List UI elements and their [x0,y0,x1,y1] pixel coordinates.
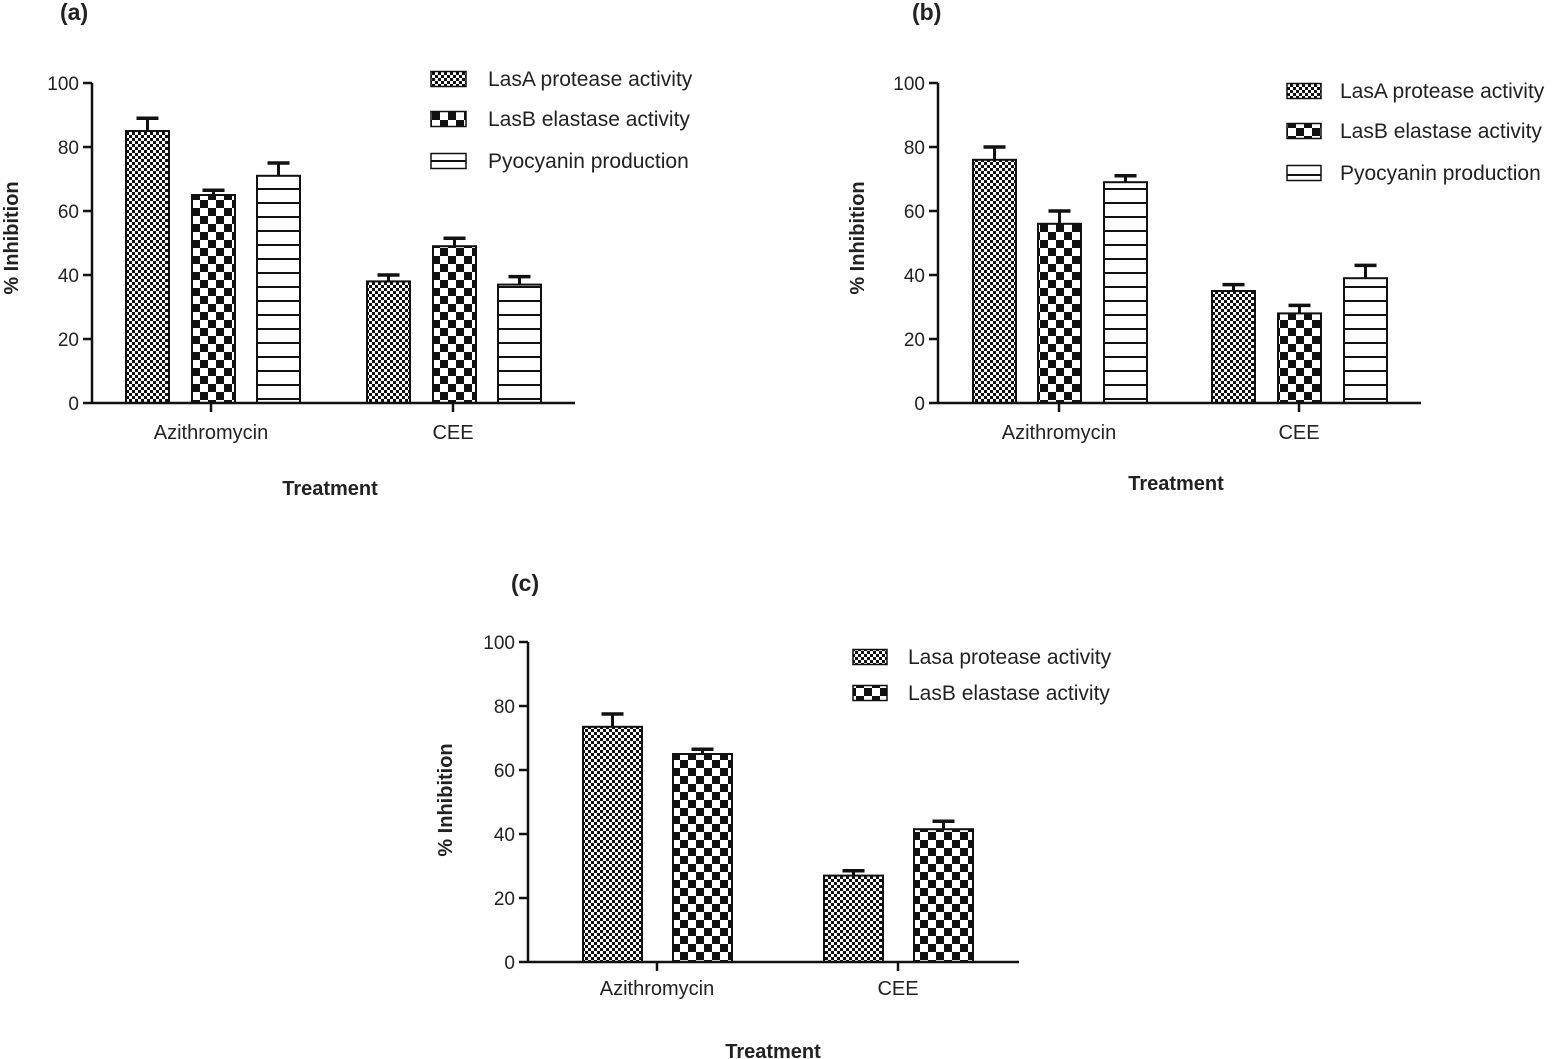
y-tick-label: 100 [47,74,79,95]
x-axis-title: Treatment [1128,473,1224,495]
y-tick-label: 20 [904,330,925,351]
x-category-label: Azithromycin [600,978,714,1000]
y-tick-label: 0 [68,394,79,415]
legend: Lasa protease activity LasB elastase acti… [852,646,1112,705]
legend-label: Pyocyanin production [1340,162,1541,185]
panel-label: (c) [511,570,539,596]
y-tick-label: 20 [494,889,515,910]
legend-label: LasB elastase activity [1340,120,1542,143]
bar [1211,290,1256,404]
y-axis: 0 20 40 60 80 100 [47,74,94,415]
x-axis: Azithromycin CEE [938,401,1421,444]
bar [1103,181,1148,404]
legend-label: LasA protease activity [1340,80,1545,103]
x-category-label: CEE [1278,422,1319,444]
bar [1037,222,1082,404]
y-tick-label: 100 [893,74,925,95]
legend-swatch [430,110,467,128]
bar [191,194,236,404]
bar [582,725,643,963]
bar [823,874,884,963]
y-axis-title: % Inhibition [847,181,869,294]
chart-panel-b: (b) % Inhibition Treatment 020406080100 … [847,0,1545,495]
y-tick-label: 20 [58,330,79,351]
legend-swatch [430,152,467,170]
y-tick-label: 60 [58,202,79,223]
bar [672,753,733,963]
legend-label: LasB elastase activity [908,682,1110,705]
legend: LasA protease activity LasB elastase acti… [1286,80,1545,185]
x-category-label: Azithromycin [1002,422,1116,444]
chart-panel-a: (a) % Inhibition Treatment 020406080100 … [1,0,693,500]
legend-label: LasA protease activity [488,68,693,91]
x-category-label: CEE [877,978,918,1000]
bar [1343,277,1388,405]
y-tick-label: 80 [58,138,79,159]
legend-label: Pyocyanin production [488,150,689,173]
legend-label: Lasa protease activity [908,646,1112,669]
y-tick-label: 60 [494,761,515,782]
panel-label: (b) [912,0,941,25]
y-axis-title: % Inhibition [1,181,23,294]
bars [582,712,974,964]
y-tick-label: 60 [904,202,925,223]
bar [432,245,477,404]
bars [972,145,1388,405]
bar [366,280,411,404]
y-tick-label: 0 [914,394,925,415]
y-tick-label: 80 [904,138,925,159]
y-axis: 0 20 40 60 80 100 [893,74,940,415]
legend: LasA protease activity LasB elastase acti… [430,68,693,173]
legend-swatch [852,684,888,702]
y-tick-label: 40 [904,266,925,287]
panel-label: (a) [60,0,88,25]
bar [913,828,974,964]
bars [125,116,542,405]
y-tick-label: 40 [494,825,515,846]
x-category-label: Azithromycin [154,422,268,444]
bar [256,174,301,404]
y-axis: 0 20 40 60 80 100 [483,633,530,974]
legend-swatch [1286,164,1322,182]
y-tick-label: 80 [494,697,515,718]
y-tick-label: 40 [58,266,79,287]
legend-swatch [1286,82,1322,100]
x-axis-title: Treatment [725,1041,821,1059]
chart-panel-c: (c) % Inhibition Treatment 020406080100 … [435,570,1112,1059]
x-category-label: CEE [432,422,473,444]
x-axis: Azithromycin CEE [528,960,1019,1000]
y-axis-title: % Inhibition [435,743,457,856]
legend-swatch [852,648,888,666]
legend-swatch [1286,122,1322,140]
legend-label: LasB elastase activity [488,108,690,131]
legend-swatch [430,70,467,88]
x-axis-title: Treatment [282,478,378,500]
bar [125,130,170,404]
bar [497,283,542,405]
bar [972,158,1017,404]
x-axis: Azithromycin CEE [92,401,575,444]
y-tick-label: 100 [483,633,515,654]
bar [1277,312,1322,404]
y-tick-label: 0 [504,953,515,974]
